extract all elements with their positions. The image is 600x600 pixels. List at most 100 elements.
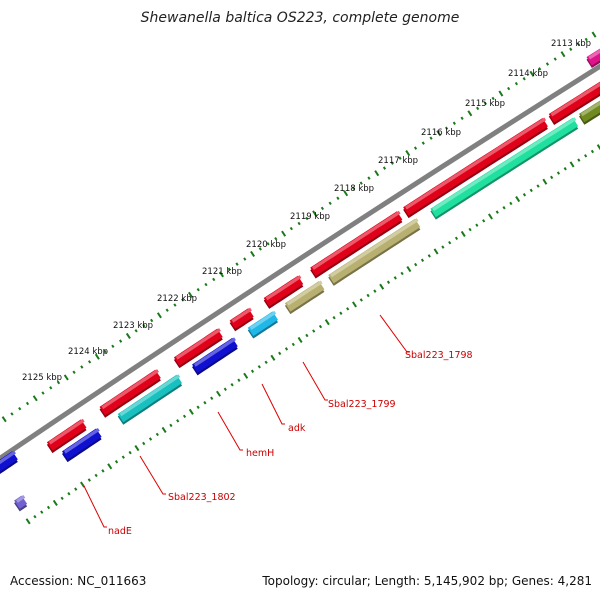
tick-mark bbox=[46, 505, 51, 510]
gene-label-sbal223-1799[interactable]: Sbal223_1799 bbox=[328, 399, 396, 410]
tick-mark bbox=[339, 311, 343, 315]
cds-feature[interactable] bbox=[586, 48, 600, 66]
tick-mark bbox=[142, 323, 146, 328]
tick-mark bbox=[266, 242, 270, 246]
tick-mark bbox=[258, 247, 262, 251]
cds-feature[interactable] bbox=[579, 89, 600, 123]
cds-feature[interactable] bbox=[99, 369, 161, 416]
gene-label-sbal223-1798[interactable]: Sbal223_1798 bbox=[405, 350, 473, 361]
cds-feature[interactable] bbox=[101, 369, 159, 410]
cds-feature[interactable] bbox=[175, 328, 221, 360]
tick-mark bbox=[148, 437, 153, 441]
gene-label-hemh[interactable]: hemH bbox=[246, 448, 274, 459]
tick-mark bbox=[305, 216, 309, 221]
cds-feature[interactable] bbox=[403, 117, 548, 216]
tick-mark bbox=[204, 282, 208, 287]
cds-feature[interactable] bbox=[312, 210, 401, 270]
tick-mark bbox=[482, 219, 486, 223]
tick-mark bbox=[374, 170, 380, 177]
cds-feature[interactable] bbox=[192, 337, 238, 373]
tick-label: 2113 kbp bbox=[551, 39, 591, 49]
cds-feature[interactable] bbox=[46, 419, 87, 451]
tick-mark bbox=[270, 354, 276, 361]
tick-mark bbox=[514, 81, 519, 86]
tick-mark bbox=[250, 250, 256, 258]
tick-mark bbox=[188, 408, 194, 415]
tick-mark bbox=[577, 158, 581, 162]
tick-mark bbox=[257, 365, 261, 369]
tick-mark bbox=[366, 293, 370, 298]
tick-mark bbox=[569, 161, 575, 168]
tick-mark bbox=[382, 166, 387, 170]
tick-mark bbox=[25, 518, 31, 525]
cds-feature[interactable] bbox=[119, 374, 181, 417]
cds-feature[interactable] bbox=[15, 494, 26, 503]
tick-mark bbox=[134, 445, 140, 452]
cds-feature[interactable] bbox=[193, 337, 236, 367]
tick-mark bbox=[367, 176, 371, 180]
cds-feature[interactable] bbox=[550, 76, 600, 117]
cds-feature[interactable] bbox=[430, 117, 579, 218]
tick-mark bbox=[509, 201, 513, 206]
tick-marks bbox=[1, 31, 597, 423]
cds-feature[interactable] bbox=[263, 275, 304, 307]
tick-mark bbox=[324, 319, 330, 326]
cds-feature[interactable] bbox=[14, 495, 28, 509]
tick-mark bbox=[181, 298, 185, 302]
tick-mark bbox=[87, 360, 92, 364]
tick-mark bbox=[219, 271, 224, 278]
cds-feature[interactable] bbox=[432, 117, 577, 211]
cds-feature[interactable] bbox=[284, 281, 325, 312]
tick-mark bbox=[74, 487, 78, 491]
cds-feature[interactable] bbox=[48, 418, 85, 445]
tick-mark bbox=[155, 432, 159, 437]
tick-mark bbox=[187, 291, 193, 298]
cds-feature[interactable] bbox=[229, 308, 254, 329]
gene-label-adk[interactable]: adk bbox=[288, 423, 306, 434]
cds-feature[interactable] bbox=[286, 280, 323, 306]
cds-feature[interactable] bbox=[310, 211, 403, 276]
tick-label: 2121 kbp bbox=[202, 267, 242, 277]
cds-feature[interactable] bbox=[117, 374, 183, 423]
tick-mark bbox=[420, 258, 425, 262]
gene-label-nade[interactable]: nadE bbox=[108, 526, 132, 537]
tick-mark bbox=[63, 374, 69, 381]
tick-mark bbox=[488, 213, 493, 220]
cds-feature[interactable] bbox=[330, 218, 419, 278]
tick-mark bbox=[182, 414, 187, 419]
cds-feature[interactable] bbox=[580, 85, 600, 117]
cds-feature[interactable] bbox=[231, 307, 252, 323]
tick-mark bbox=[156, 312, 162, 319]
tick-mark bbox=[529, 188, 533, 193]
tick-mark bbox=[10, 412, 14, 416]
cds-feature[interactable] bbox=[249, 310, 277, 330]
tick-mark bbox=[216, 390, 222, 397]
tick-mark bbox=[80, 365, 84, 369]
tick-mark bbox=[502, 206, 506, 210]
cds-feature[interactable] bbox=[0, 450, 16, 467]
cds-feature[interactable] bbox=[265, 275, 302, 301]
tick-mark bbox=[297, 336, 303, 344]
cds-feature[interactable] bbox=[0, 451, 18, 472]
tick-mark bbox=[176, 419, 180, 423]
cds-feature[interactable] bbox=[173, 328, 223, 366]
cds-feature[interactable] bbox=[328, 218, 421, 284]
gene-label-sbal223-1802[interactable]: Sbal223_1802 bbox=[168, 492, 236, 503]
cds-feature[interactable] bbox=[63, 427, 100, 454]
tick-mark bbox=[281, 230, 287, 237]
cds-feature[interactable] bbox=[61, 428, 102, 460]
cds-feature[interactable] bbox=[247, 311, 279, 337]
tick-mark bbox=[545, 62, 550, 66]
cds-feature[interactable] bbox=[588, 44, 600, 60]
tick-mark bbox=[433, 248, 439, 255]
tick-mark bbox=[87, 478, 91, 482]
leader-line bbox=[83, 485, 107, 528]
tick-mark bbox=[560, 51, 566, 58]
tick-mark bbox=[72, 370, 76, 374]
cds-feature[interactable] bbox=[404, 117, 547, 210]
leader-line bbox=[379, 314, 410, 353]
tick-mark bbox=[103, 349, 107, 354]
cds-feature[interactable] bbox=[548, 79, 600, 123]
tick-mark bbox=[475, 223, 479, 227]
tick-mark bbox=[400, 271, 404, 276]
